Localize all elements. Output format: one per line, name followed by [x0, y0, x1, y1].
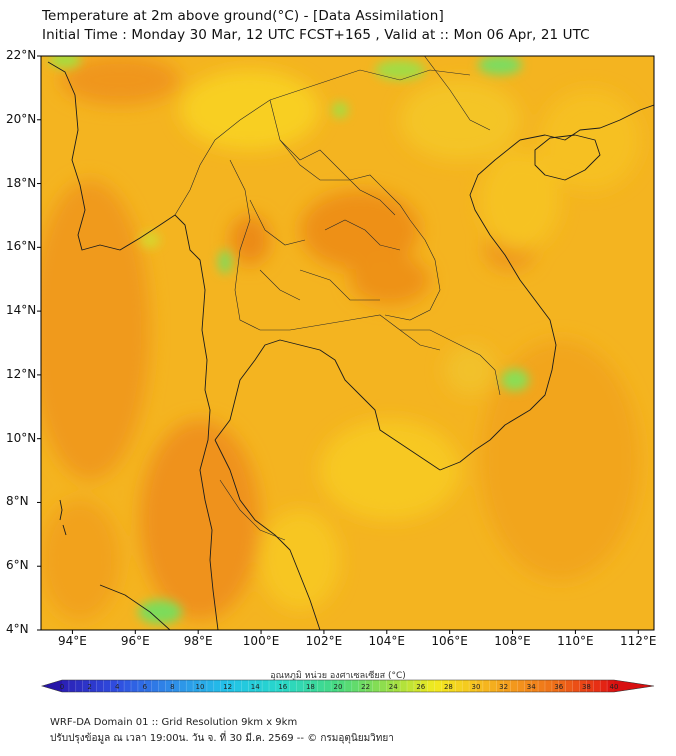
- lat-label-6: 6°N: [6, 558, 29, 573]
- temperature-map: [37, 55, 655, 634]
- colorbar-tick-label: 32: [499, 683, 508, 691]
- colorbar-tick-label: 18: [306, 683, 315, 691]
- chart-title: Temperature at 2m above ground(°C) - [Da…: [42, 8, 444, 24]
- colorbar-tick-label: 26: [416, 683, 425, 691]
- footer-model-info: WRF-DA Domain 01 :: Grid Resolution 9km …: [50, 717, 298, 728]
- lat-label-22: 22°N: [6, 48, 37, 62]
- cool-spots: [49, 56, 529, 624]
- colorbar-tick-label: 16: [278, 683, 287, 691]
- lon-label-104: 104°E: [368, 634, 406, 648]
- coastlines: [47, 61, 654, 630]
- colorbar-tick-label: 2: [87, 683, 91, 691]
- colorbar-tick-label: 4: [115, 683, 120, 691]
- lon-label-100: 100°E: [242, 634, 280, 648]
- lat-label-14: 14°N: [6, 303, 37, 318]
- lat-label-8: 8°N: [6, 494, 29, 509]
- colorbar-tick-label: 14: [251, 683, 260, 691]
- footer-update-info: ปรับปรุงข้อมูล ณ เวลา 19:00น. วัน จ. ที่…: [50, 733, 394, 744]
- lat-label-16: 16°N: [6, 239, 37, 254]
- map-frame: [40, 55, 655, 631]
- colorbar-tick-label: 38: [582, 683, 591, 691]
- colorbar-tick-label: 6: [143, 683, 148, 691]
- colorbar-tick-label: 20: [334, 683, 343, 691]
- colorbar-title: อุณหภูมิ หน่วย องศาเซลเซียส (°C): [270, 671, 406, 681]
- temperature-field: [41, 56, 640, 620]
- lat-label-10: 10°N: [6, 430, 37, 445]
- colorbar-tick-label: 28: [444, 683, 453, 691]
- colorbar-tick-label: 22: [361, 683, 370, 691]
- lon-label-106: 106°E: [431, 634, 468, 648]
- lon-label-102: 102°E: [305, 634, 343, 648]
- map-plot-area: [41, 56, 654, 630]
- axis-ticks: [37, 55, 639, 634]
- lon-label-94: 94°E: [57, 634, 87, 648]
- lon-label-98: 98°E: [183, 634, 213, 648]
- lat-label-18: 18°N: [6, 175, 37, 190]
- colorbar-tick-label: 36: [554, 683, 563, 691]
- colorbar-tick-label: 30: [472, 683, 481, 691]
- colorbar-tick-label: 40: [610, 683, 619, 691]
- lat-label-4: 4°N: [6, 622, 29, 636]
- lon-label-112: 112°E: [620, 634, 657, 648]
- colorbar-tick-label: 0: [60, 683, 64, 691]
- lat-label-12: 12°N: [6, 366, 37, 381]
- lon-label-108: 108°E: [494, 634, 531, 648]
- country-borders: [174, 56, 501, 541]
- colorbar-tick-label: 24: [389, 683, 398, 691]
- chart-subtitle: Initial Time : Monday 30 Mar, 12 UTC FCS…: [42, 27, 590, 43]
- colorbar-tick-label: 10: [196, 683, 205, 691]
- lon-label-96: 96°E: [120, 634, 150, 648]
- colorbar-tick-label: 34: [527, 683, 536, 691]
- lat-label-20: 20°N: [6, 111, 37, 126]
- lon-label-110: 110°E: [557, 634, 594, 648]
- colorbar-tick-label: 12: [223, 683, 232, 691]
- colorbar-tick-label: 8: [170, 683, 174, 691]
